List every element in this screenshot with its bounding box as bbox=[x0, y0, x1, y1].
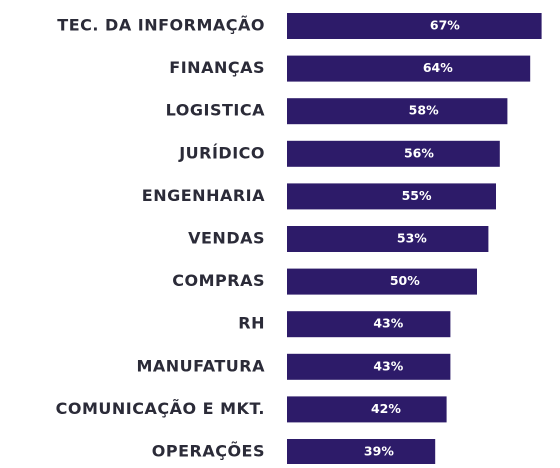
value-label: 67% bbox=[430, 18, 460, 33]
bar bbox=[287, 98, 508, 125]
category-label: JURÍDICO bbox=[178, 143, 265, 162]
value-label: 39% bbox=[364, 444, 394, 459]
bar bbox=[287, 140, 500, 167]
value-label: 53% bbox=[397, 231, 427, 246]
value-label: 55% bbox=[402, 188, 432, 203]
bar bbox=[287, 226, 489, 252]
category-label: COMUNICAÇÃO E MKT. bbox=[56, 399, 265, 418]
category-label: ENGENHARIA bbox=[142, 186, 265, 205]
category-label: RH bbox=[238, 314, 265, 333]
bar bbox=[287, 396, 447, 423]
bar bbox=[287, 13, 542, 39]
category-label: FINANÇAS bbox=[169, 58, 265, 77]
bar bbox=[287, 183, 496, 210]
bar bbox=[287, 311, 451, 338]
category-label: MANUFATURA bbox=[136, 356, 265, 375]
category-label: COMPRAS bbox=[172, 271, 265, 290]
category-label: LOGISTICA bbox=[166, 101, 265, 120]
bar bbox=[287, 353, 451, 380]
category-label: OPERAÇÕES bbox=[152, 442, 265, 461]
value-label: 43% bbox=[373, 358, 403, 373]
bar bbox=[287, 268, 477, 295]
value-label: 64% bbox=[423, 60, 453, 75]
bar bbox=[287, 55, 531, 82]
value-label: 42% bbox=[371, 401, 401, 416]
value-label: 43% bbox=[373, 316, 403, 331]
value-label: 50% bbox=[390, 273, 420, 288]
bar bbox=[287, 439, 436, 465]
category-label: VENDAS bbox=[188, 229, 265, 248]
value-label: 58% bbox=[409, 103, 439, 118]
value-label: 56% bbox=[404, 145, 434, 160]
category-label: TEC. DA INFORMAÇÃO bbox=[57, 16, 265, 35]
